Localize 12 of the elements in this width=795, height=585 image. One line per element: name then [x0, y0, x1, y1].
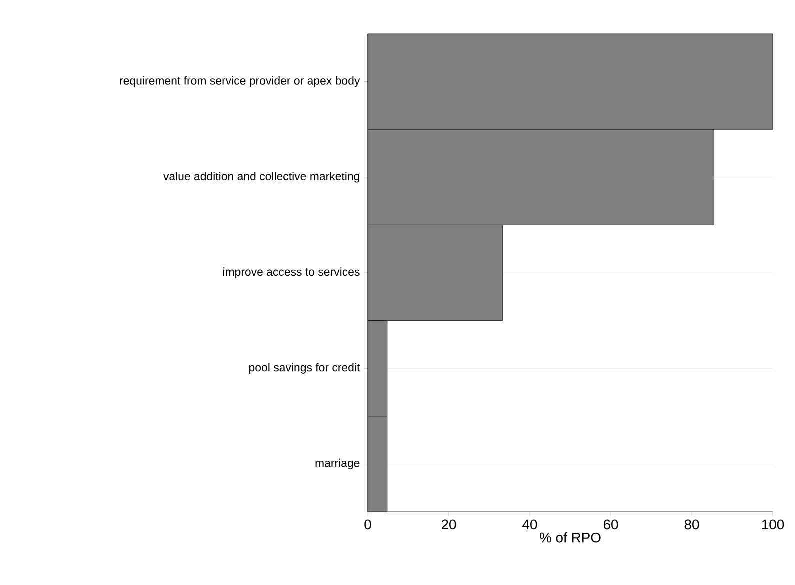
y-tick-label: marriage — [316, 458, 360, 470]
x-tick-label: 40 — [522, 520, 538, 530]
y-tick-label: pool savings for credit — [250, 363, 360, 374]
y-tick-label: value addition and collective marketing — [163, 172, 360, 183]
x-tick-label: 100 — [762, 520, 784, 530]
y-tick-label: requirement from service provider or apex body — [120, 76, 360, 88]
x-tick-label: 80 — [684, 520, 700, 530]
x-tick-label: 0 — [364, 520, 372, 530]
x-tick-label: 60 — [604, 520, 618, 530]
x-axis-title: % of RPO — [540, 532, 601, 543]
y-tick-label: improve access to services — [223, 268, 360, 278]
x-tick-label: 20 — [442, 520, 456, 530]
